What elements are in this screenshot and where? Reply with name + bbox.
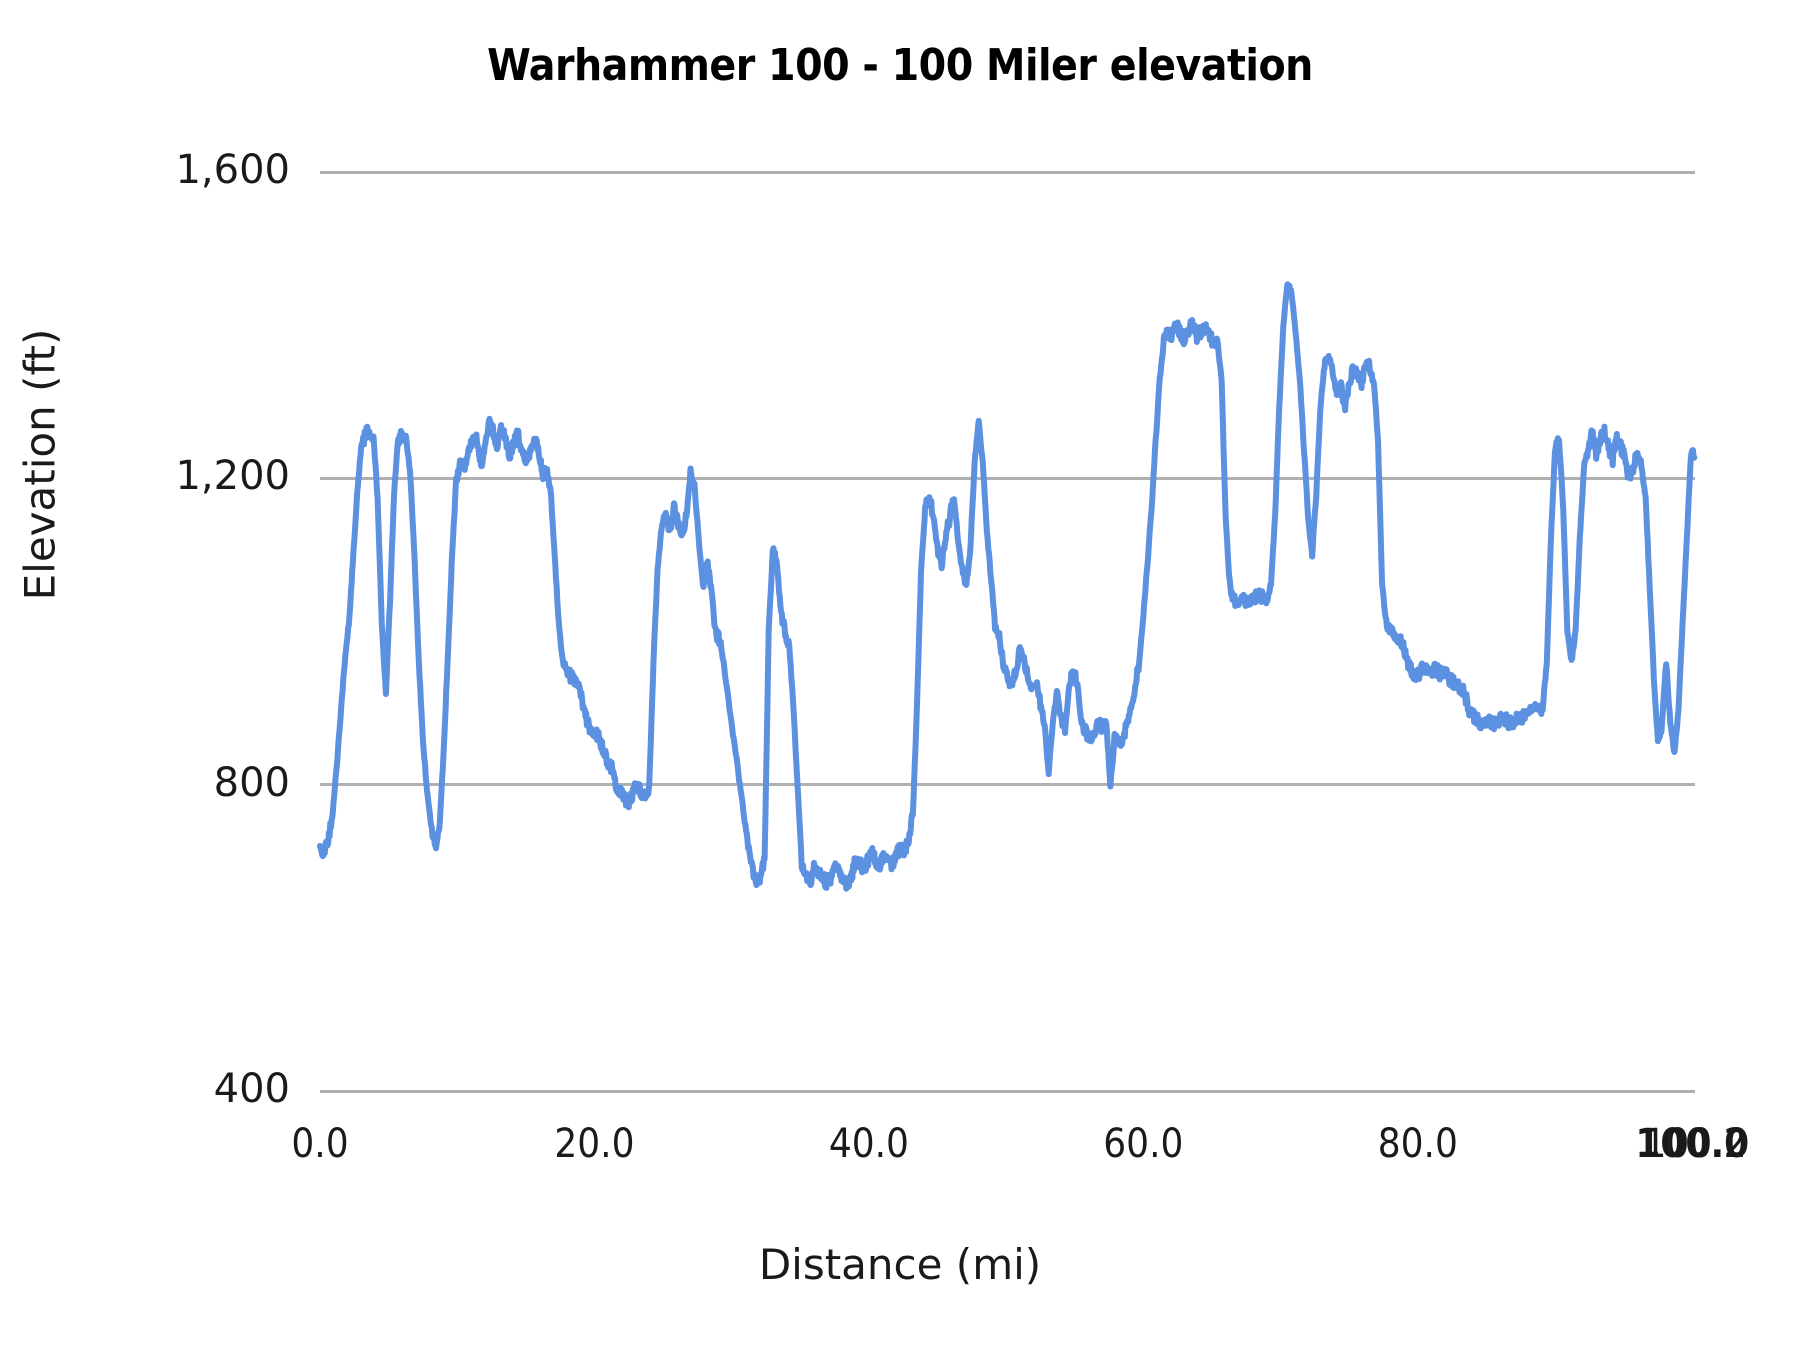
plot-area	[317, 170, 1698, 1093]
x-tick-label: 100.0	[1635, 1121, 1750, 1167]
y-tick-label: 1,200	[175, 453, 290, 500]
gridline	[320, 170, 1695, 174]
x-tick-label: 60.0	[1103, 1121, 1184, 1167]
x-tick-label: 40.0	[828, 1121, 909, 1167]
x-axis-title: Distance (mi)	[758, 1240, 1042, 1289]
y-tick-label: 400	[213, 1066, 290, 1112]
y-tick-label: 800	[213, 759, 290, 806]
y-tick-label: 1,600	[175, 147, 290, 193]
x-tick-label: 80.0	[1377, 1121, 1458, 1167]
y-axis-title: Elevation (ft)	[15, 328, 65, 601]
gridline	[320, 1089, 1695, 1093]
x-tick-label: 0.0	[291, 1121, 349, 1167]
gridline	[320, 783, 1695, 787]
x-tick-label: 100.2	[1643, 1121, 1747, 1167]
chart-title: Warhammer 100 - 100 Miler elevation	[487, 40, 1313, 91]
x-tick-label: 20.0	[554, 1121, 635, 1167]
gridline	[320, 476, 1695, 480]
elevation-line	[317, 281, 1698, 892]
elevation-series	[317, 281, 1698, 892]
